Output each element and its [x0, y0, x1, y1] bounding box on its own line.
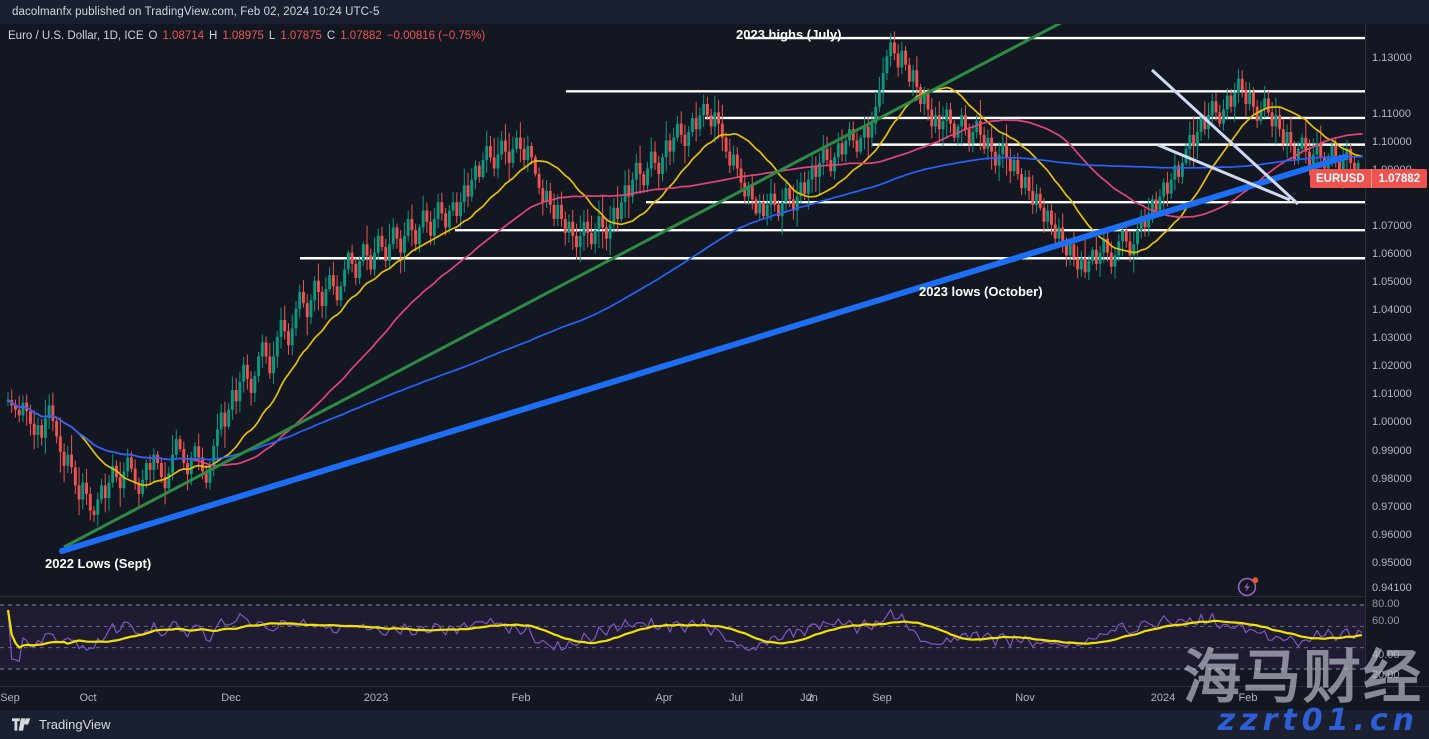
trendline-green[interactable] [63, 24, 1070, 549]
tradingview-logo-icon [12, 718, 31, 731]
price-tick: 0.95000 [1372, 556, 1412, 569]
price-tick: 0.97000 [1372, 500, 1412, 513]
legend-symbol: Euro / U.S. Dollar, 1D, ICE [8, 30, 144, 42]
time-tick: Jul [728, 692, 744, 704]
legend-high-key: H [209, 30, 218, 42]
ma-pink-line [7, 119, 1363, 467]
price-tick: 0.96000 [1372, 528, 1412, 541]
rsi-tick: 20.00 [1372, 669, 1400, 681]
time-tick: Dec [221, 692, 241, 704]
publish-bar: dacolmanfx published on TradingView.com,… [0, 0, 1429, 24]
price-tick: 1.03000 [1372, 332, 1412, 345]
footer-brand: TradingView [39, 717, 111, 732]
time-tick: Feb [1238, 692, 1258, 704]
time-tick: Apr [655, 692, 673, 704]
rsi-pane[interactable] [0, 596, 1365, 687]
price-tick: 1.01000 [1372, 388, 1412, 401]
time-tick: Nov [1015, 692, 1035, 704]
legend-low-key: L [268, 30, 276, 42]
price-tick: 1.11000 [1372, 107, 1411, 120]
price-tag-symbol: EURUSD [1316, 172, 1365, 185]
price-plot [6, 24, 1365, 554]
price-tick: 1.13000 [1372, 51, 1412, 64]
price-tick: 1.07000 [1372, 220, 1412, 233]
annotation-2023-highs[interactable]: 2023 highs (July) [736, 27, 842, 42]
price-tick: 1.00000 [1372, 416, 1412, 429]
price-pane[interactable] [0, 24, 1365, 596]
rsi-tick: 40.00 [1372, 649, 1400, 661]
rsi-line [7, 608, 1363, 662]
legend-high-value: 1.08975 [222, 30, 264, 42]
time-tick: 2023 [363, 692, 389, 704]
alert-lightning-icon[interactable] [1236, 574, 1260, 598]
rsi-plot [0, 604, 1365, 670]
time-tick: Feb [511, 692, 531, 704]
price-tick: 1.10000 [1372, 135, 1412, 148]
channel-upper-line[interactable] [1150, 68, 1300, 206]
ma-yellow-line [7, 86, 1363, 487]
channel-lower-line[interactable] [1157, 143, 1291, 202]
time-tick: Sep [872, 692, 892, 704]
price-scale[interactable]: 1.130001.110001.100001.090001.070001.060… [1365, 24, 1429, 686]
current-price-tag[interactable]: EURUSD 1.07882 [1310, 169, 1428, 188]
legend-close-value: 1.07882 [340, 30, 382, 42]
legend-close-key: C [326, 30, 336, 42]
annotation-2022-lows[interactable]: 2022 Lows (Sept) [45, 556, 152, 571]
price-tick: 0.98000 [1372, 472, 1412, 485]
ma-blue-line [7, 155, 1363, 461]
watermark-url: zzrt01.cn [1217, 703, 1419, 738]
footer-bar: TradingView [0, 710, 1429, 739]
time-tick: 2024 [1150, 692, 1176, 704]
chart-legend: Euro / U.S. Dollar, 1D, ICE O 1.08714 H 1.… [8, 30, 485, 42]
legend-open-value: 1.08714 [162, 30, 205, 42]
publish-text: dacolmanfx published on TradingView.com,… [12, 6, 380, 18]
annotation-2023-lows[interactable]: 2023 lows (October) [919, 284, 1043, 299]
rsi-zone-band [0, 605, 1365, 669]
time-tick: Sep [0, 692, 20, 704]
candlestick-series [6, 31, 1360, 527]
trendline-blue[interactable] [59, 154, 1348, 554]
rsi-tick: 60.00 [1372, 615, 1400, 627]
time-scale[interactable]: Sep Oct Dec 2023 Feb Apr Jun Jul 2 Sep Nov 2024 Feb [0, 686, 1429, 711]
time-tick: 2 [806, 692, 814, 704]
watermark-chinese: 海马财经 [1182, 643, 1423, 711]
price-tick: 1.02000 [1372, 360, 1412, 373]
legend-change: −0.00816 (−0.75%) [386, 30, 486, 42]
rsi-signal-line [6, 609, 1363, 649]
price-tag-value: 1.07882 [1370, 169, 1428, 188]
rsi-tick: 80.00 [1372, 598, 1400, 610]
time-tick: Oct [79, 692, 97, 704]
legend-open-key: O [148, 30, 158, 42]
price-tick: 0.94100 [1372, 582, 1412, 594]
price-tick: 1.06000 [1372, 248, 1412, 261]
time-tick: Jun [800, 692, 818, 704]
legend-low-value: 1.07875 [280, 30, 322, 42]
price-tick: 1.04000 [1372, 304, 1412, 317]
price-tick: 0.99000 [1372, 444, 1412, 457]
price-tick: 1.05000 [1372, 276, 1412, 289]
